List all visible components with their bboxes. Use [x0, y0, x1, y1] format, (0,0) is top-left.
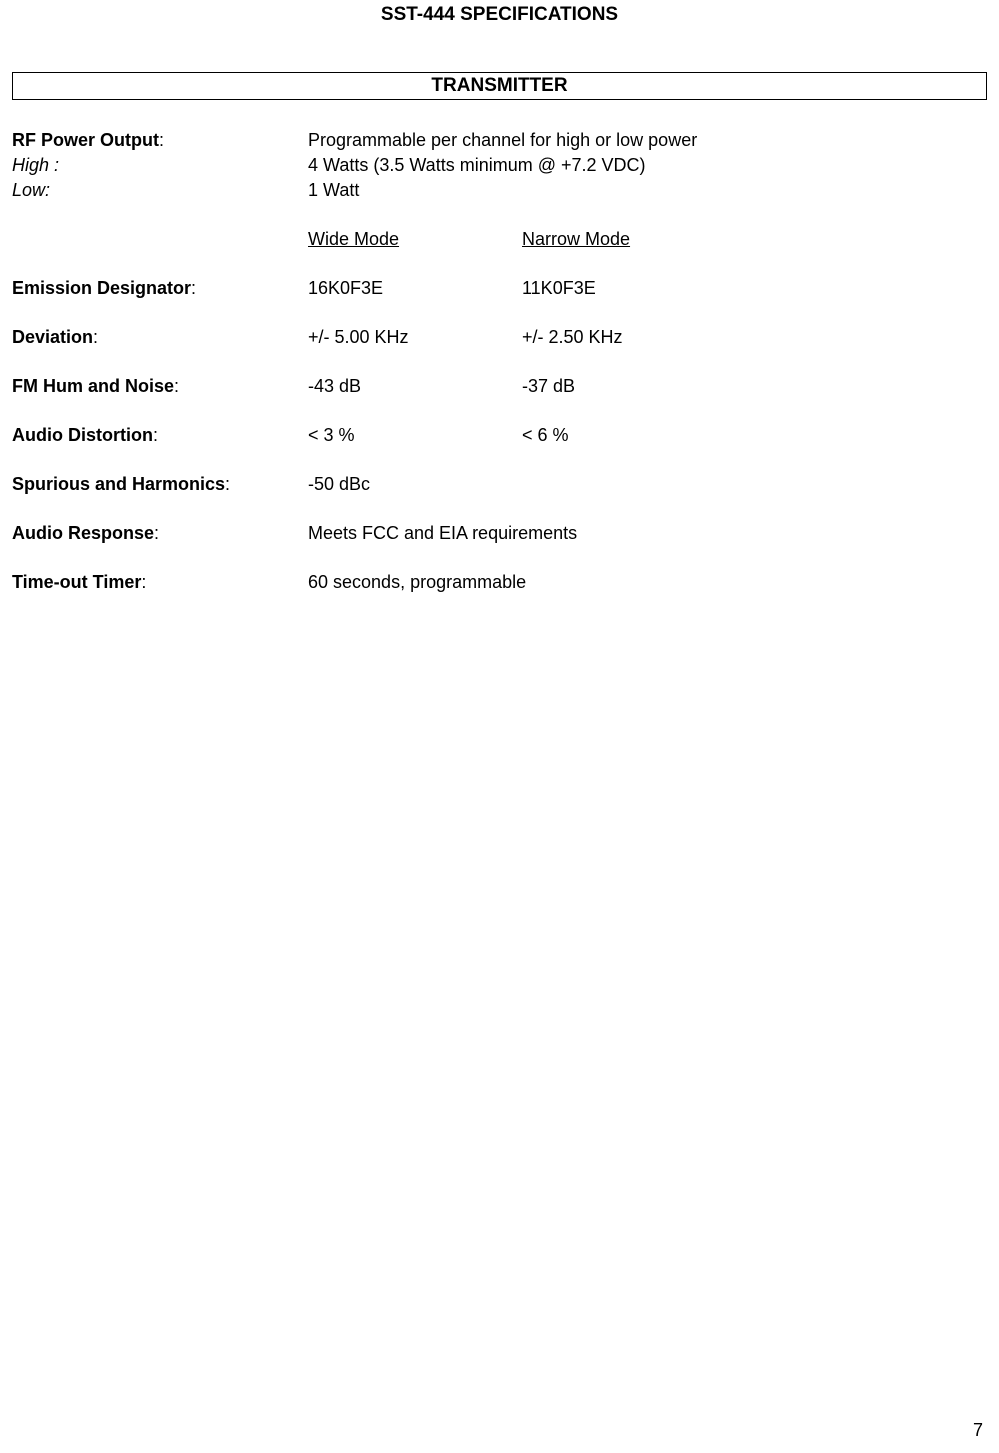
audio-response-row: Audio Response: Meets FCC and EIA requir… — [12, 523, 987, 544]
audio-response-label: Audio Response: — [12, 523, 308, 544]
page-number: 7 — [973, 1420, 983, 1441]
timeout-value: 60 seconds, programmable — [308, 572, 987, 593]
deviation-label: Deviation: — [12, 327, 308, 348]
fm-hum-label: FM Hum and Noise: — [12, 376, 308, 397]
colon: : — [225, 474, 230, 494]
colon: : — [159, 130, 164, 150]
mode-header-spacer — [12, 229, 308, 250]
rf-low-value: 1 Watt — [308, 180, 987, 201]
colon: : — [93, 327, 98, 347]
rf-power-value: Programmable per channel for high or low… — [308, 130, 987, 151]
emission-label: Emission Designator: — [12, 278, 308, 299]
colon: : — [141, 572, 146, 592]
narrow-mode-header: Narrow Mode — [522, 229, 987, 250]
deviation-narrow: +/- 2.50 KHz — [522, 327, 987, 348]
deviation-wide: +/- 5.00 KHz — [308, 327, 522, 348]
colon: : — [154, 523, 159, 543]
audio-distortion-row: Audio Distortion: < 3 % < 6 % — [12, 425, 987, 446]
section-header: TRANSMITTER — [12, 72, 987, 100]
fm-hum-row: FM Hum and Noise: -43 dB -37 dB — [12, 376, 987, 397]
page-title: SST-444 SPECIFICATIONS — [12, 0, 987, 26]
spurious-value: -50 dBc — [308, 474, 987, 495]
deviation-label-text: Deviation — [12, 327, 93, 347]
rf-high-label: High : — [12, 155, 308, 176]
spurious-row: Spurious and Harmonics: -50 dBc — [12, 474, 987, 495]
wide-mode-header: Wide Mode — [308, 229, 522, 250]
rf-power-label: RF Power Output: — [12, 130, 308, 151]
timeout-label: Time-out Timer: — [12, 572, 308, 593]
spurious-label-text: Spurious and Harmonics — [12, 474, 225, 494]
colon: : — [174, 376, 179, 396]
colon: : — [191, 278, 196, 298]
emission-row: Emission Designator: 16K0F3E 11K0F3E — [12, 278, 987, 299]
rf-power-row: RF Power Output: Programmable per channe… — [12, 130, 987, 151]
timeout-row: Time-out Timer: 60 seconds, programmable — [12, 572, 987, 593]
audio-response-label-text: Audio Response — [12, 523, 154, 543]
audio-distortion-label-text: Audio Distortion — [12, 425, 153, 445]
rf-low-row: Low: 1 Watt — [12, 180, 987, 201]
timeout-label-text: Time-out Timer — [12, 572, 141, 592]
emission-label-text: Emission Designator — [12, 278, 191, 298]
fm-hum-narrow: -37 dB — [522, 376, 987, 397]
audio-response-value: Meets FCC and EIA requirements — [308, 523, 987, 544]
audio-distortion-wide: < 3 % — [308, 425, 522, 446]
colon: : — [153, 425, 158, 445]
audio-distortion-narrow: < 6 % — [522, 425, 987, 446]
spec-content: RF Power Output: Programmable per channe… — [12, 130, 987, 593]
deviation-row: Deviation: +/- 5.00 KHz +/- 2.50 KHz — [12, 327, 987, 348]
rf-low-label: Low: — [12, 180, 308, 201]
spurious-label: Spurious and Harmonics: — [12, 474, 308, 495]
audio-distortion-label: Audio Distortion: — [12, 425, 308, 446]
rf-power-label-text: RF Power Output — [12, 130, 159, 150]
fm-hum-wide: -43 dB — [308, 376, 522, 397]
fm-hum-label-text: FM Hum and Noise — [12, 376, 174, 396]
mode-header-row: Wide Mode Narrow Mode — [12, 229, 987, 250]
emission-wide: 16K0F3E — [308, 278, 522, 299]
rf-high-value: 4 Watts (3.5 Watts minimum @ +7.2 VDC) — [308, 155, 987, 176]
rf-high-row: High : 4 Watts (3.5 Watts minimum @ +7.2… — [12, 155, 987, 176]
emission-narrow: 11K0F3E — [522, 278, 987, 299]
